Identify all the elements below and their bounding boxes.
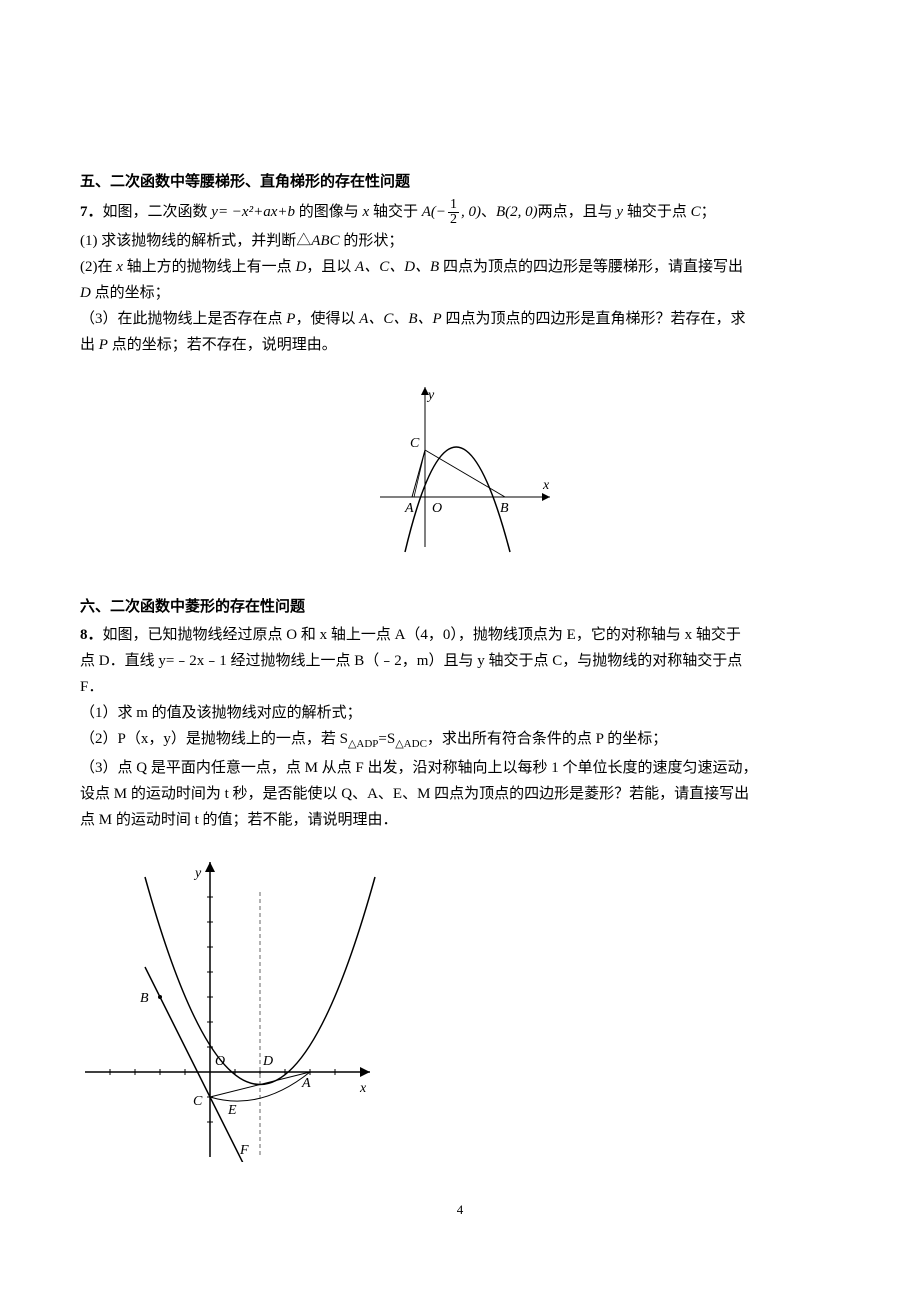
p8-q2-post: ，求出所有符合条件的点 P 的坐标； (427, 731, 667, 747)
problem8-q3-line3: 点 M 的运动时间 t 的值；若不能，请说明理由． (80, 808, 840, 832)
p7-q2-line2-text: 点的坐标； (91, 285, 170, 301)
problem8-line3: F． (80, 675, 840, 699)
figure8-svg: y x B O D C E A F (80, 852, 380, 1162)
p8-q2-sub1: △ADP (348, 738, 378, 750)
problem8-q3-line2: 设点 M 的运动时间为 t 秒，是否能使以 Q、A、E、M 四点为顶点的四边形是… (80, 782, 840, 806)
p7-q2-pre: (2)在 (80, 259, 116, 275)
problem8-line2: 点 D．直线 y=﹣2x﹣1 经过抛物线上一点 B（﹣2，m）且与 y 轴交于点… (80, 649, 840, 673)
problem8-q2: （2）P（x，y）是抛物线上的一点，若 S△ADP=S△ADC，求出所有符合条件… (80, 727, 840, 754)
fig7-label-o: O (432, 501, 442, 516)
p7-intro-pre: 如图，二次函数 (103, 204, 212, 220)
figure7-container: y x C A O B (80, 377, 840, 565)
fig8-label-d: D (262, 1054, 273, 1069)
fig7-label-y: y (426, 388, 435, 403)
p7-q2-line2-d: D (80, 285, 91, 301)
fig8-label-e: E (227, 1103, 237, 1118)
p7-intro-end: 轴交于点 (623, 204, 691, 220)
section5-heading: 五、二次函数中等腰梯形、直角梯形的存在性问题 (80, 170, 840, 194)
fig8-point-b (158, 995, 162, 999)
p7-q1-end: 的形状； (340, 233, 404, 249)
p8-q2-pre: （2）P（x，y）是抛物线上的一点，若 S (80, 731, 348, 747)
fig7-label-b: B (500, 501, 509, 516)
p7-q2-x: x (116, 259, 123, 275)
problem8-line1: 8．如图，已知抛物线经过原点 O 和 x 轴上一点 A（4，0），抛物线顶点为 … (80, 623, 840, 647)
p7-pointC: C (691, 204, 701, 220)
problem8-number: 8． (80, 627, 103, 643)
fig8-label-y: y (193, 866, 202, 881)
problem7-q2-line2: D 点的坐标； (80, 281, 840, 305)
fig8-label-f: F (239, 1143, 249, 1158)
problem7-line1: 7．如图，二次函数 y= −x²+ax+b 的图像与 x 轴交于 A(−12, … (80, 198, 840, 227)
p8-line1: 如图，已知抛物线经过原点 O 和 x 轴上一点 A（4，0），抛物线顶点为 E，… (103, 627, 741, 643)
frac-num: 1 (448, 198, 459, 213)
p7-q3-line2-text: 点的坐标；若不存在，说明理由。 (108, 337, 337, 353)
p8-q2-mid: =S (378, 731, 395, 747)
p7-q2-mid2: ，且以 (306, 259, 355, 275)
problem7-q2-line1: (2)在 x 轴上方的抛物线上有一点 D，且以 A、C、D、B 四点为顶点的四边… (80, 255, 840, 279)
fig8-label-b: B (140, 991, 149, 1006)
p7-q3-acbp: A、C、B、P (359, 311, 442, 327)
p7-q3-mid2: 四点为顶点的四边形是直角梯形？若存在，求 (442, 311, 746, 327)
fig7-line-cb (425, 450, 505, 497)
section6-heading: 六、二次函数中菱形的存在性问题 (80, 595, 840, 619)
problem7-q1: (1) 求该抛物线的解析式，并判断△ABC 的形状； (80, 229, 840, 253)
figure8-container: y x B O D C E A F (80, 852, 840, 1170)
p7-q1-text: (1) 求该抛物线的解析式，并判断△ (80, 233, 311, 249)
fig7-label-c: C (410, 436, 420, 451)
fig8-x-arrow (360, 1067, 370, 1077)
fig8-label-x: x (359, 1081, 367, 1096)
fig7-x-arrow (542, 493, 550, 501)
p7-q3-line2-p: P (99, 337, 108, 353)
p7-q3-pre: （3）在此抛物线上是否存在点 (80, 311, 286, 327)
p7-pointB: B(2, 0) (496, 204, 538, 220)
fig8-label-o: O (215, 1054, 225, 1069)
fig7-parabola (405, 447, 510, 552)
p7-q2-mid: 轴上方的抛物线上有一点 (123, 259, 296, 275)
p7-q1-abc: ABC (311, 233, 339, 249)
page-number: 4 (80, 1200, 840, 1221)
fig7-label-a: A (404, 501, 414, 516)
p7-pointA-post: , 0) (461, 204, 481, 220)
figure7-svg: y x C A O B (350, 377, 570, 557)
p7-intro-mid: 的图像与 (295, 204, 363, 220)
p8-q2-sub2: △ADC (395, 738, 427, 750)
p7-semicolon: ； (701, 204, 716, 220)
fig8-y-arrow (205, 862, 215, 872)
p7-q2-acdb: A、C、D、B (355, 259, 439, 275)
p7-equation: y= −x²+ax+b (211, 204, 295, 220)
p7-intro-post: 两点，且与 (538, 204, 617, 220)
problem7-q3-line1: （3）在此抛物线上是否存在点 P，使得以 A、C、B、P 四点为顶点的四边形是直… (80, 307, 840, 331)
problem8-q3-line1: （3）点 Q 是平面内任意一点，点 M 从点 F 出发，沿对称轴向上以每秒 1 … (80, 756, 840, 780)
frac-den: 2 (448, 213, 459, 227)
fraction-half: 12 (448, 198, 459, 227)
problem8-q1: （1）求 m 的值及该抛物线对应的解析式； (80, 701, 840, 725)
problem7-number: 7． (80, 204, 103, 220)
p7-pointA-pre: A(− (422, 204, 446, 220)
p7-q2-d: D (295, 259, 306, 275)
p7-intro-mid2: 轴交于 (369, 204, 422, 220)
fig8-label-c: C (193, 1094, 203, 1109)
p7-q3-mid: ，使得以 (295, 311, 359, 327)
p7-q3-line2-pre: 出 (80, 337, 99, 353)
p7-q2-mid3: 四点为顶点的四边形是等腰梯形，请直接写出 (439, 259, 743, 275)
problem7-q3-line2: 出 P 点的坐标；若不存在，说明理由。 (80, 333, 840, 357)
fig8-label-a: A (301, 1076, 311, 1091)
fig7-label-x: x (542, 478, 550, 493)
